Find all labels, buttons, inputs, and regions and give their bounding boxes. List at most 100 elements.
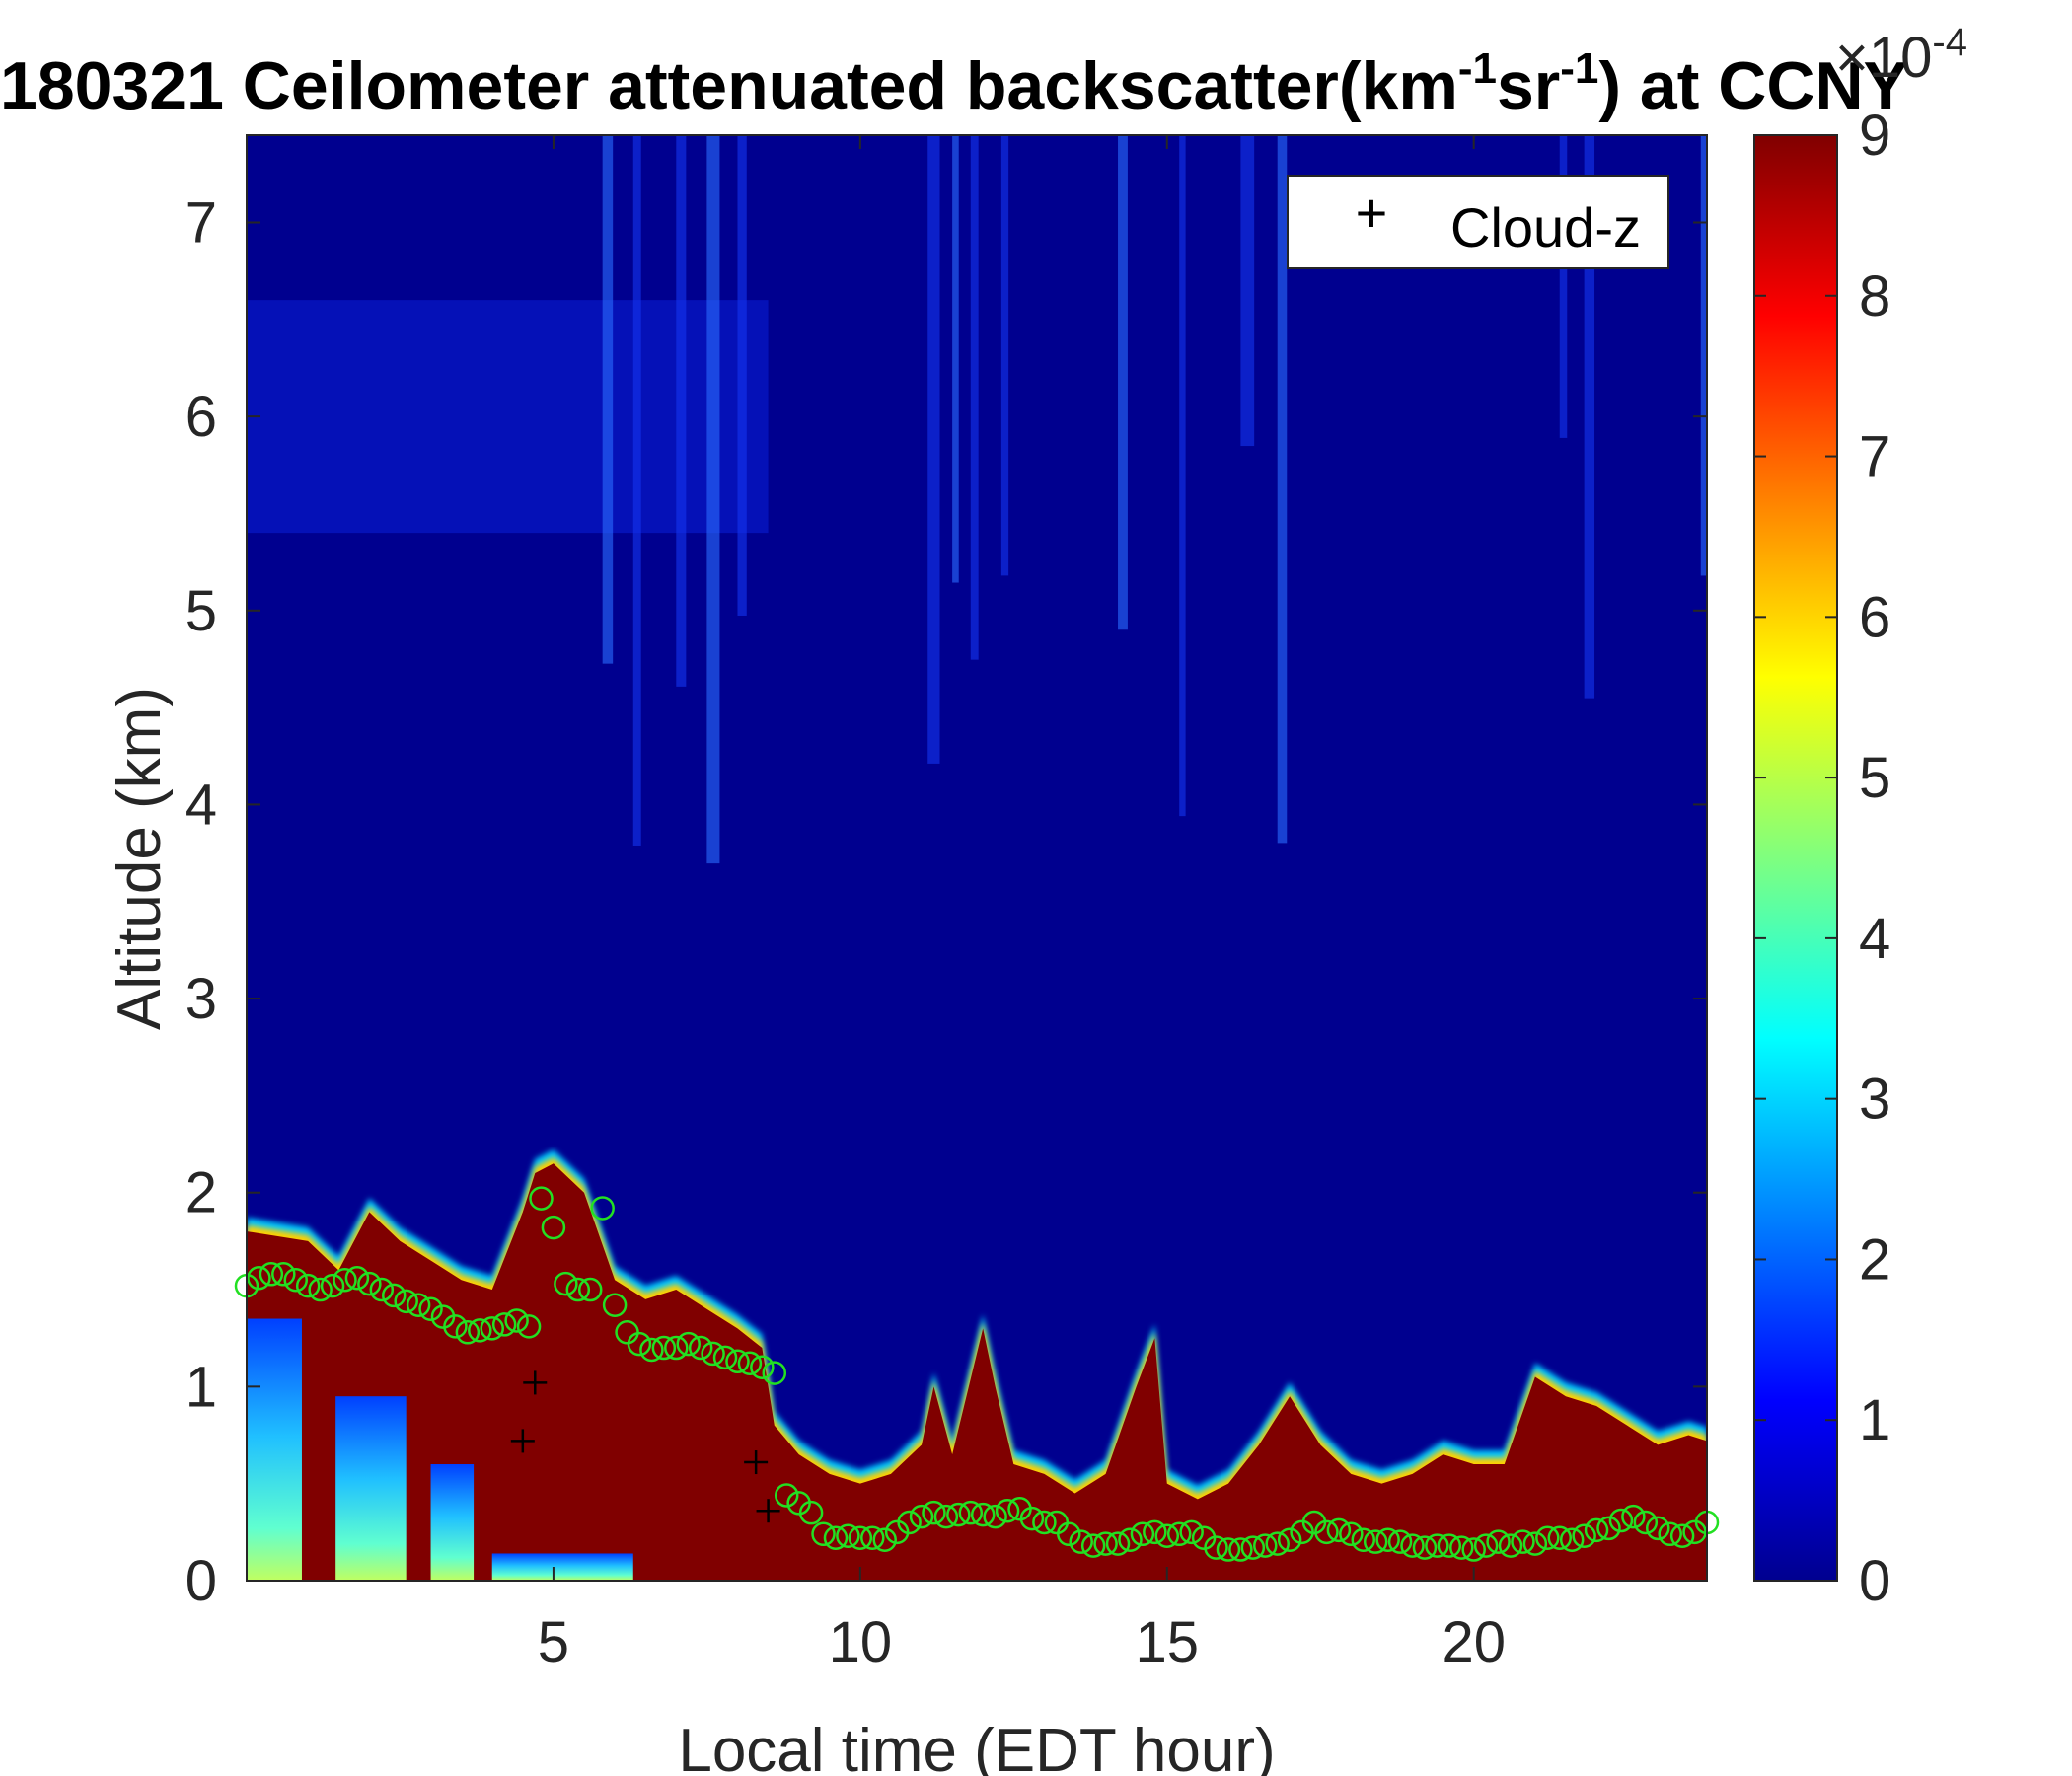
pbl-circle — [1314, 1519, 1339, 1545]
pbl-circle — [1080, 1533, 1106, 1558]
pbl-circle — [860, 1525, 885, 1550]
pbl-circle — [872, 1527, 897, 1552]
pbl-circle — [1130, 1521, 1155, 1547]
pbl-circle — [480, 1316, 504, 1341]
pbl-circle — [627, 1331, 652, 1357]
colorbar-tick-label: 1 — [1859, 1388, 1890, 1452]
pbl-circle — [1351, 1527, 1376, 1552]
pbl-circle — [639, 1337, 664, 1363]
backscatter-streak — [737, 135, 747, 616]
y-tick-label: 4 — [185, 773, 217, 837]
pbl-circle — [1437, 1533, 1462, 1558]
legend: + Cloud-z — [1287, 175, 1669, 269]
pbl-circle — [1412, 1535, 1438, 1560]
backscatter-streak — [632, 135, 641, 846]
low-signal-patch — [247, 1318, 302, 1581]
backscatter-streak — [602, 135, 614, 664]
backscatter-streak — [1584, 135, 1595, 699]
pbl-circle — [1473, 1533, 1499, 1558]
pbl-circle — [1449, 1535, 1474, 1560]
y-tick-label: 6 — [185, 385, 217, 449]
pbl-circle — [1621, 1504, 1646, 1529]
colorbar-tick-label: 3 — [1859, 1068, 1890, 1132]
x-tick-label: 15 — [1136, 1610, 1200, 1674]
pbl-circle — [369, 1277, 395, 1302]
pbl-circle — [247, 1265, 271, 1291]
pbl-circle — [1179, 1519, 1204, 1545]
pbl-circle — [271, 1262, 296, 1287]
pbl-circle — [922, 1500, 946, 1525]
pbl-circle — [1143, 1519, 1167, 1545]
backscatter-streak — [952, 135, 959, 583]
pbl-circle — [897, 1510, 922, 1535]
colorbar-multiplier: ×10-4 — [1835, 21, 1967, 90]
backscatter-streak — [1000, 135, 1009, 576]
pbl-circle — [1240, 1535, 1266, 1560]
pbl-circle — [1363, 1529, 1388, 1554]
x-axis-label: Local time (EDT hour) — [678, 1717, 1275, 1776]
pbl-circle — [983, 1504, 1007, 1529]
pbl-circle — [577, 1277, 603, 1302]
backscatter-streak — [676, 135, 687, 687]
pbl-circle — [1522, 1531, 1548, 1556]
pbl-circle — [701, 1341, 725, 1367]
x-ticks: 5 10 15 20 — [538, 135, 1506, 1674]
pbl-circle — [823, 1525, 849, 1550]
pbl-circle — [798, 1500, 824, 1525]
colorbar-tick-label: 6 — [1859, 585, 1890, 649]
aerosol-band — [247, 300, 769, 534]
boundary-layer — [247, 1149, 1707, 1581]
pbl-circle — [848, 1525, 873, 1550]
backscatter-streak — [1700, 135, 1707, 576]
pbl-circle — [381, 1283, 407, 1308]
backscatter-streak — [1559, 135, 1568, 438]
pbl-circle — [1105, 1531, 1131, 1556]
backscatter-streak — [1277, 135, 1288, 844]
pbl-circle — [357, 1271, 382, 1296]
cloud-z-marker — [510, 1429, 535, 1453]
pbl-circle — [651, 1335, 677, 1361]
colorbar-tick-label: 8 — [1859, 264, 1890, 329]
pbl-circle — [946, 1502, 971, 1527]
colorbar-tick-label: 7 — [1859, 425, 1890, 489]
colorbar-tick-label: 0 — [1859, 1549, 1890, 1613]
pbl-circle — [995, 1498, 1020, 1523]
plot-area — [234, 135, 1720, 1581]
pbl-circle — [1339, 1521, 1364, 1547]
y-tick-label: 3 — [185, 967, 217, 1031]
pbl-circle — [774, 1483, 799, 1508]
layer-body — [247, 1163, 1707, 1581]
pbl-circle — [602, 1293, 628, 1318]
pbl-circle — [1154, 1523, 1180, 1549]
pbl-circle — [1584, 1517, 1609, 1543]
pbl-circle — [1387, 1529, 1413, 1554]
y-tick-label: 1 — [185, 1355, 217, 1419]
low-signal-patch — [335, 1396, 407, 1581]
colorbar-gradient — [1754, 135, 1837, 1581]
pbl-circle — [333, 1267, 357, 1293]
cloud-z-points — [510, 1370, 780, 1523]
pbl-circle — [725, 1349, 750, 1374]
pbl-circle — [443, 1314, 468, 1339]
pbl-circle — [1511, 1529, 1535, 1554]
pbl-circle — [418, 1296, 443, 1321]
pbl-circle — [1547, 1525, 1573, 1550]
pbl-circle — [344, 1265, 370, 1291]
backscatter-streak — [927, 135, 940, 764]
cloud-z-marker — [744, 1450, 769, 1475]
y-tick-label: 0 — [185, 1549, 217, 1613]
pbl-circle — [1265, 1531, 1290, 1556]
pbl-circle — [1646, 1516, 1670, 1541]
pbl-circle — [909, 1504, 934, 1529]
pbl-circle — [1019, 1506, 1045, 1531]
pbl-circle — [320, 1273, 345, 1298]
colorbar-tick-label: 2 — [1859, 1227, 1890, 1292]
pbl-circle — [1498, 1533, 1523, 1558]
pbl-circle — [1069, 1529, 1093, 1554]
pbl-circle — [394, 1289, 418, 1314]
pbl-circle — [541, 1215, 566, 1240]
axes: 5 10 15 20 0 1 2 3 4 5 6 7 Local time (EDT hour) A… — [106, 134, 1708, 1776]
pbl-circle — [504, 1308, 529, 1333]
pbl-circle — [762, 1361, 787, 1385]
